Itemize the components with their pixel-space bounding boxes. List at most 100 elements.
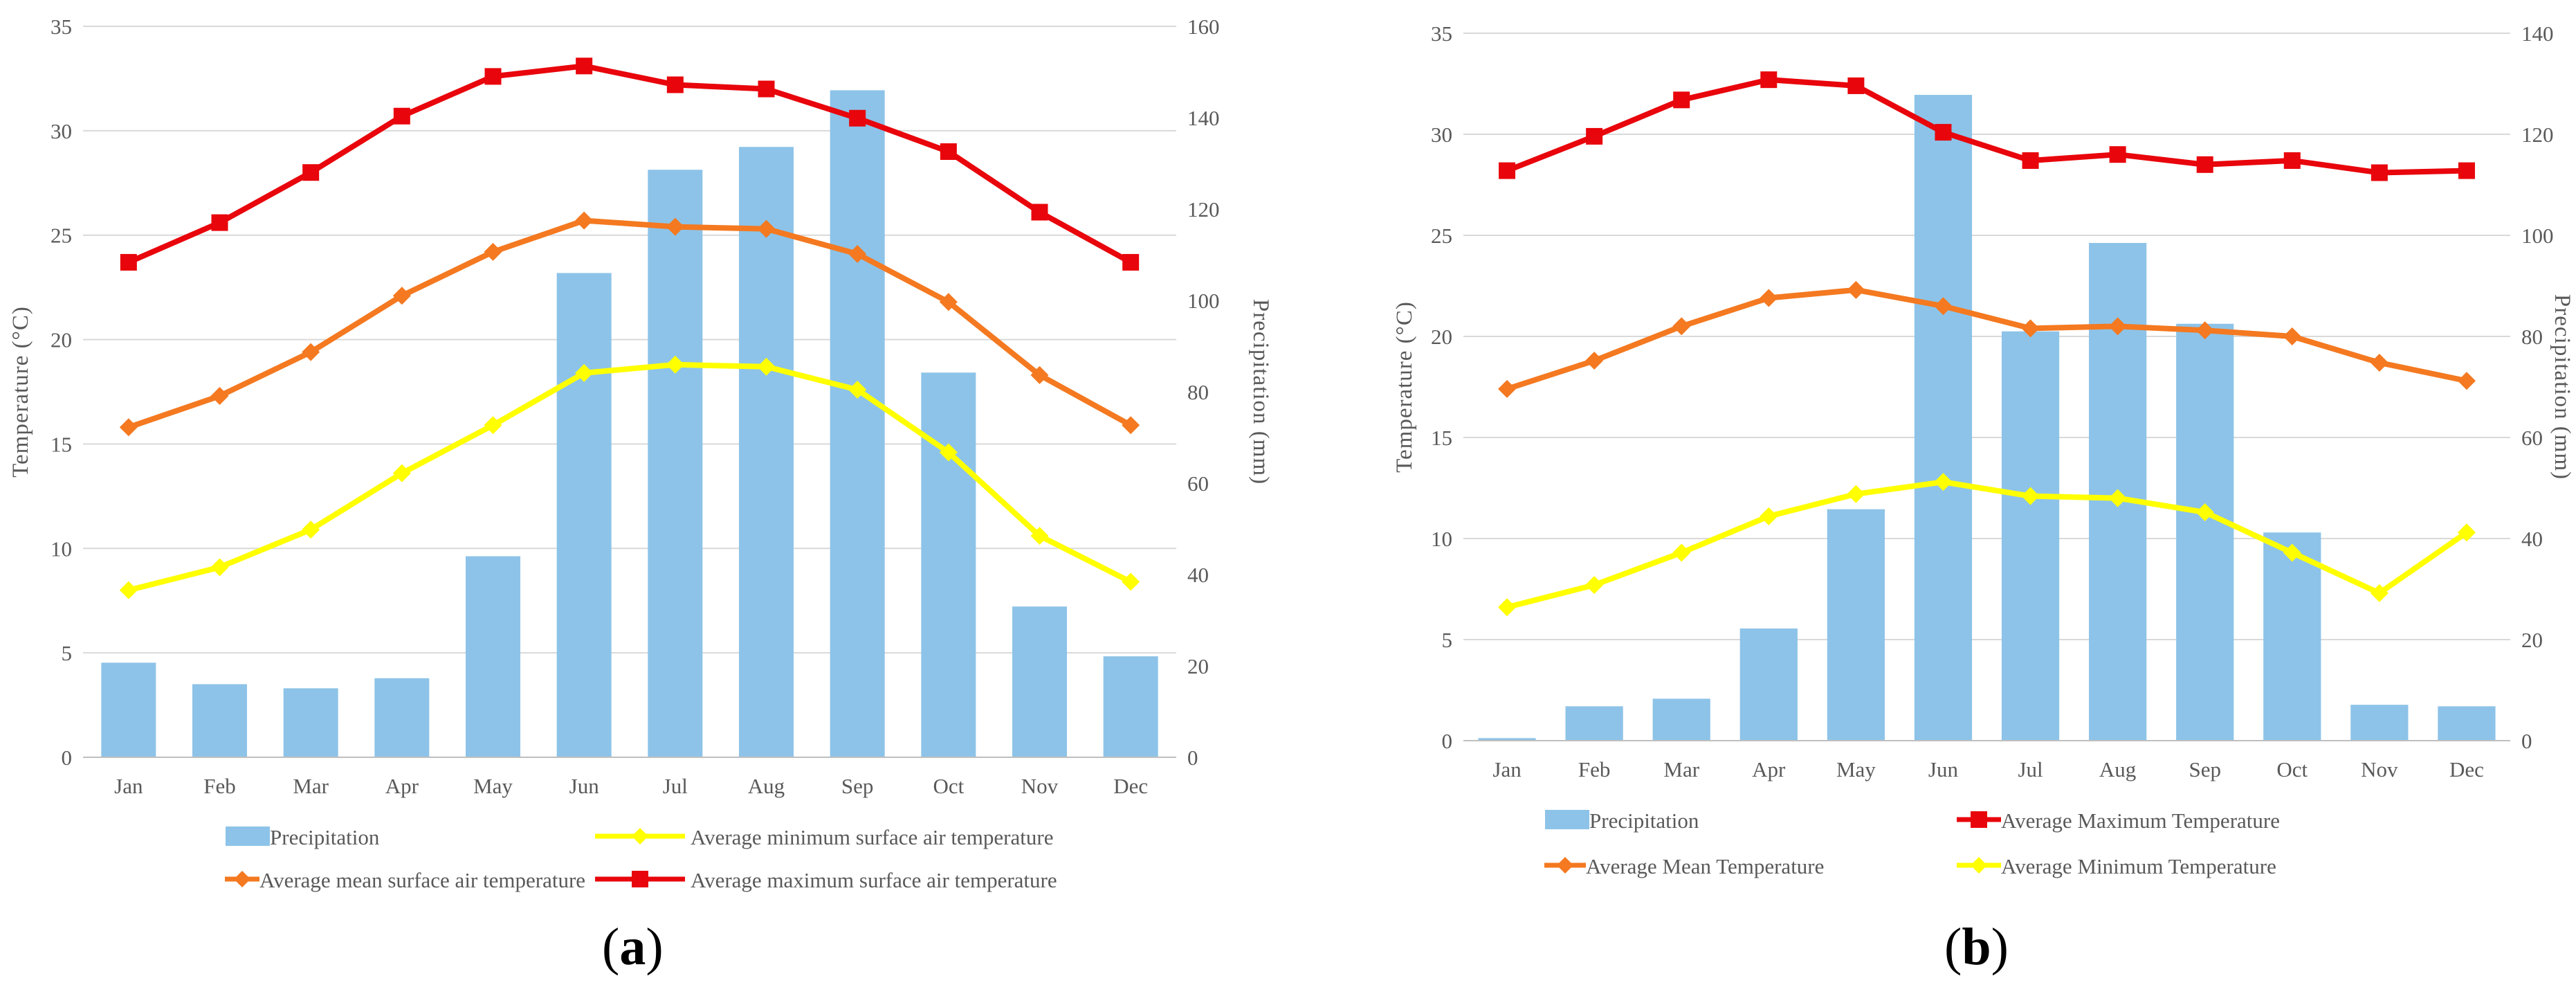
left-tick-label: 25 — [1431, 224, 1452, 248]
legend-marker-diamond — [632, 828, 648, 844]
data-point-diamond — [1030, 365, 1049, 384]
right-tick-label: 100 — [1187, 289, 1220, 313]
series-line — [1506, 77, 2467, 176]
left-tick-label: 35 — [51, 15, 72, 39]
left-tick-label: 10 — [51, 536, 72, 561]
data-point-square — [2458, 162, 2475, 179]
data-point-diamond — [848, 244, 867, 263]
bar — [1739, 628, 1798, 741]
right-tick-label: 100 — [2521, 224, 2554, 248]
right-tick-label: 120 — [1187, 197, 1220, 222]
left-tick-label: 25 — [51, 224, 72, 248]
left-tick-label: 10 — [1431, 527, 1452, 551]
legend-label: Precipitation — [1589, 808, 1699, 833]
bar — [648, 170, 703, 758]
data-point-square — [2283, 152, 2301, 169]
data-point-diamond — [2021, 487, 2040, 505]
data-point-diamond — [2370, 353, 2388, 372]
legend-marker-square — [1971, 811, 1987, 828]
data-point-square — [120, 253, 137, 271]
x-tick-label: Jun — [569, 774, 600, 798]
plot-area: 0 5 10 15 20 25 30 35 0 20 40 60 80 100 120 140 Jan Feb Ma… — [1431, 21, 2554, 781]
bar — [1565, 706, 1623, 741]
left-tick-label: 5 — [1442, 628, 1453, 652]
data-point-diamond — [1934, 297, 1953, 316]
data-point-diamond — [392, 287, 411, 305]
bar — [921, 372, 976, 757]
legend-item-max-temp: Average Maximum Temperature — [1957, 808, 2280, 833]
left-tick-label: 15 — [1431, 426, 1452, 450]
data-point-square — [2196, 156, 2213, 173]
legend-item-min-temp: Average minimum surface air temperature — [595, 825, 1053, 849]
data-point-square — [1847, 77, 1865, 94]
panel-label-a: (a) — [602, 918, 664, 976]
data-point-diamond — [1934, 473, 1953, 491]
data-point-diamond — [848, 380, 867, 399]
x-tick-label: Aug — [2099, 757, 2136, 781]
x-tick-label: Jun — [1928, 757, 1959, 781]
left-axis-title: Temperature (°C) — [8, 306, 33, 478]
right-tick-label: 160 — [1187, 15, 1220, 39]
series-line — [127, 361, 1132, 593]
bar — [556, 273, 612, 757]
legend-label: Precipitation — [270, 825, 380, 849]
bar — [2001, 331, 2060, 741]
legend-marker-diamond — [1557, 857, 1573, 874]
data-point-square — [849, 109, 866, 127]
right-tick-label: 140 — [2521, 21, 2554, 46]
legend-label: Average Mean Temperature — [1586, 854, 1824, 878]
data-point-diamond — [757, 219, 776, 238]
bar — [466, 556, 520, 757]
x-tick-label: May — [473, 774, 513, 798]
bar — [2438, 706, 2496, 741]
x-tick-label: Jan — [1492, 757, 1522, 781]
legend-label: Average mean surface air temperature — [259, 868, 585, 892]
data-point-diamond — [1585, 352, 1604, 370]
data-point-diamond — [2195, 321, 2214, 340]
data-point-diamond — [1498, 598, 1517, 617]
chart-a: Temperature (°C) Precipitation (mm) 0 5 10… — [8, 15, 1273, 892]
bar — [2350, 705, 2409, 741]
series-line — [127, 217, 1133, 431]
bar — [1914, 95, 1973, 741]
left-tick-label: 0 — [62, 746, 73, 770]
left-tick-label: 30 — [1431, 123, 1452, 147]
legend: Precipitation Average minimum surface ai… — [225, 825, 1057, 892]
data-point-square — [484, 68, 502, 85]
x-tick-label: Feb — [203, 774, 236, 798]
x-tick-label: Nov — [1021, 774, 1059, 798]
data-point-square — [1031, 204, 1048, 221]
data-point-diamond — [2108, 489, 2127, 507]
left-tick-label: 0 — [1442, 729, 1453, 753]
legend-label: Average maximum surface air temperature — [691, 868, 1057, 892]
data-point-diamond — [1672, 317, 1691, 336]
legend-item-precipitation: Precipitation — [1545, 808, 1699, 833]
bar — [1012, 606, 1067, 757]
left-tick-label: 30 — [51, 119, 72, 143]
data-point-square — [1586, 127, 1603, 145]
legend-item-mean-temp: Average mean surface air temperature — [225, 868, 585, 892]
right-tick-label: 20 — [1187, 654, 1209, 678]
data-point-diamond — [2283, 327, 2301, 345]
left-tick-label: 5 — [62, 641, 73, 665]
data-point-diamond — [939, 293, 958, 311]
bar — [1652, 698, 1710, 741]
data-point-diamond — [484, 416, 502, 435]
left-tick-label: 20 — [1431, 325, 1452, 349]
chart-b: Temperature (°C) Precipitation (mm) 0 5 10… — [1392, 21, 2575, 878]
data-point-square — [1673, 91, 1690, 109]
x-tick-label: Jul — [2018, 757, 2043, 781]
data-point-diamond — [1847, 485, 1865, 503]
data-point-diamond — [575, 363, 594, 382]
legend-marker-diamond — [1971, 857, 1987, 874]
right-tick-label: 0 — [1187, 746, 1198, 770]
legend: Precipitation Average Maximum Temperatur… — [1544, 808, 2280, 878]
right-tick-label: 60 — [1187, 471, 1209, 496]
x-tick-label: Jan — [114, 774, 143, 798]
legend-label: Average Minimum Temperature — [2001, 854, 2276, 878]
data-point-diamond — [2108, 317, 2127, 336]
legend-item-min-temp: Average Minimum Temperature — [1957, 854, 2276, 878]
bar — [1103, 656, 1158, 757]
data-point-diamond — [392, 464, 411, 482]
data-point-diamond — [484, 242, 502, 261]
